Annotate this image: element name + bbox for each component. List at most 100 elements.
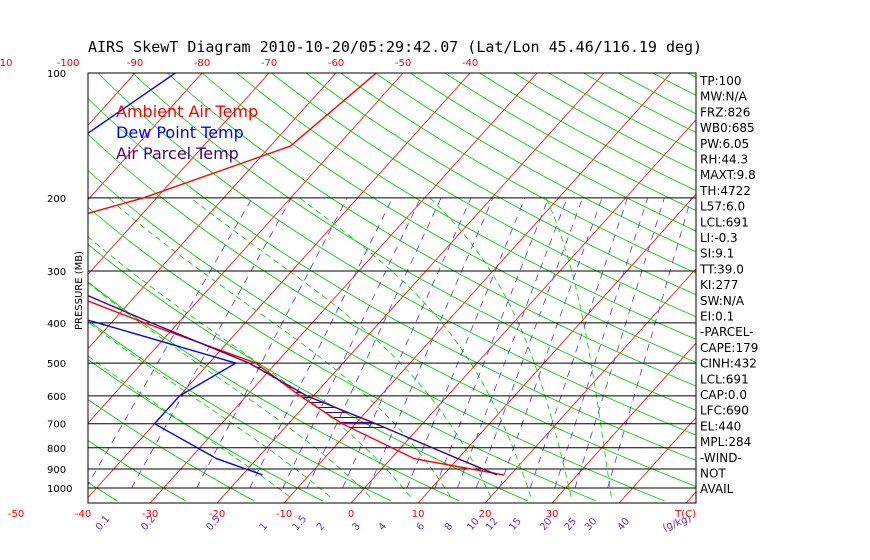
index-line: EI:0.1 xyxy=(700,310,734,324)
top-temp-tick-label: -40 xyxy=(462,58,478,69)
mixing-ratio-tick-label: 25 xyxy=(563,516,580,533)
dry-adiabat xyxy=(88,319,392,502)
index-line: KI:277 xyxy=(700,278,738,292)
top-temp-tick-label: -70 xyxy=(261,58,277,69)
pressure-tick-label: 500 xyxy=(47,359,66,370)
index-line: FRZ:826 xyxy=(700,105,750,119)
dry-adiabat xyxy=(88,281,460,502)
mixing-ratio-tick-label: 8 xyxy=(443,521,456,533)
isotherm xyxy=(88,73,270,275)
index-line: NOT xyxy=(700,467,726,481)
moist-adiabat xyxy=(108,197,451,498)
index-line: L57:6.0 xyxy=(700,200,745,214)
pressure-tick-label: 600 xyxy=(47,392,66,403)
dry-adiabat xyxy=(88,243,528,502)
dry-adiabat xyxy=(548,73,696,152)
bottom-temp-tick-label: 0 xyxy=(348,509,354,520)
isotherm xyxy=(149,73,538,503)
dry-adiabat xyxy=(340,73,696,274)
ambient-temp-line xyxy=(88,73,504,476)
dry-adiabat xyxy=(88,97,696,461)
bottom-temp-tick-label: -10 xyxy=(276,509,292,520)
isotherm xyxy=(88,73,471,499)
moist-adiabat xyxy=(88,321,331,498)
pressure-tick-label: 300 xyxy=(47,267,66,278)
mixing-ratio-line xyxy=(282,197,421,489)
bottom-temp-tick-label: 20 xyxy=(479,509,492,520)
isotherm xyxy=(417,193,696,503)
mixing-ratio-line xyxy=(196,197,348,489)
top-temp-tick-label: -90 xyxy=(127,58,143,69)
isotherm xyxy=(88,73,404,424)
index-line: WB0:685 xyxy=(700,121,755,135)
mixing-ratio-tick-label: 2 xyxy=(315,521,328,533)
pressure-tick-label: 1000 xyxy=(47,484,72,495)
mixing-ratio-line xyxy=(554,197,648,489)
bottom-temp-tick-label: -50 xyxy=(8,509,24,520)
index-line: CAPE:179 xyxy=(700,341,758,355)
legend-ambient: Ambient Air Temp xyxy=(116,102,258,121)
index-line: PW:6.05 xyxy=(700,137,749,151)
cape-hatch xyxy=(249,363,387,429)
mixing-ratio-tick-label: 3 xyxy=(350,521,363,533)
dry-adiabat xyxy=(305,73,696,296)
mixing-ratio-tick-label: 1 xyxy=(258,521,271,533)
parcel-line xyxy=(88,294,498,476)
dry-adiabat xyxy=(201,73,696,363)
pressure-tick-label: 700 xyxy=(47,420,66,431)
index-line: MAXT:9.8 xyxy=(700,168,756,182)
dry-adiabat xyxy=(167,73,696,387)
isotherm xyxy=(0,73,1,503)
dry-adiabat xyxy=(88,398,255,502)
dry-adiabat xyxy=(757,73,870,501)
index-line: TH:4722 xyxy=(699,184,751,198)
isotherm xyxy=(350,119,696,503)
moist-adiabat xyxy=(88,282,371,498)
index-line: TT:39.0 xyxy=(699,262,744,276)
index-line: EL:440 xyxy=(700,419,741,433)
x-axis-label: T(C) xyxy=(674,509,696,520)
dry-adiabat xyxy=(409,73,696,232)
top-temp-tick-label: -50 xyxy=(395,58,411,69)
moist-adiabat xyxy=(88,355,290,498)
moist-adiabat xyxy=(88,236,411,498)
dry-adiabat xyxy=(97,73,696,436)
mixing-ratio-tick-label: 4 xyxy=(377,521,390,533)
dry-adiabat xyxy=(271,73,696,318)
mixing-ratio-tick-label: 1.5 xyxy=(291,514,310,533)
index-line: TP:100 xyxy=(699,74,742,88)
mixing-ratio-line xyxy=(131,197,292,489)
mixing-ratio-tick-label: 0.1 xyxy=(94,514,113,533)
mixing-ratio-line xyxy=(306,197,442,489)
moist-adiabat xyxy=(299,197,532,497)
index-line: MW:N/A xyxy=(700,90,748,104)
top-temp-tick-label: -100 xyxy=(57,58,80,69)
mixing-ratio-tick-label: 6 xyxy=(415,521,428,533)
dewpoint-line xyxy=(88,73,263,476)
top-temp-tick-label: -110 xyxy=(0,58,12,69)
moist-adiabat xyxy=(545,197,612,497)
dry-adiabat xyxy=(88,133,696,488)
plot-frame xyxy=(87,72,697,504)
pressure-tick-label: 800 xyxy=(47,444,66,455)
index-line: SW:N/A xyxy=(700,294,745,308)
dry-adiabat xyxy=(88,358,323,502)
isotherm xyxy=(618,416,696,503)
index-line: CINH:432 xyxy=(700,357,757,371)
isotherm xyxy=(216,73,605,503)
bottom-temp-tick-label: -20 xyxy=(209,509,225,520)
mixing-ratio-tick-label: 40 xyxy=(616,516,633,533)
chart-title: AIRS SkewT Diagram 2010-10-20/05:29:42.0… xyxy=(88,38,702,56)
legend-dewpoint: Dew Point Temp xyxy=(116,123,244,142)
dry-adiabat xyxy=(88,206,597,502)
pressure-tick-label: 900 xyxy=(47,465,66,476)
bottom-temp-tick-label: -30 xyxy=(142,509,158,520)
legend: Ambient Air Temp Dew Point Temp Air Parc… xyxy=(116,102,258,163)
isotherm xyxy=(283,73,672,503)
dry-adiabat xyxy=(236,73,696,340)
index-line: RH:44.3 xyxy=(700,153,748,167)
mixing-ratio-line xyxy=(574,197,665,489)
legend-parcel: Air Parcel Temp xyxy=(116,144,239,163)
mixing-ratio-line xyxy=(342,197,472,489)
dry-adiabat xyxy=(375,73,696,253)
